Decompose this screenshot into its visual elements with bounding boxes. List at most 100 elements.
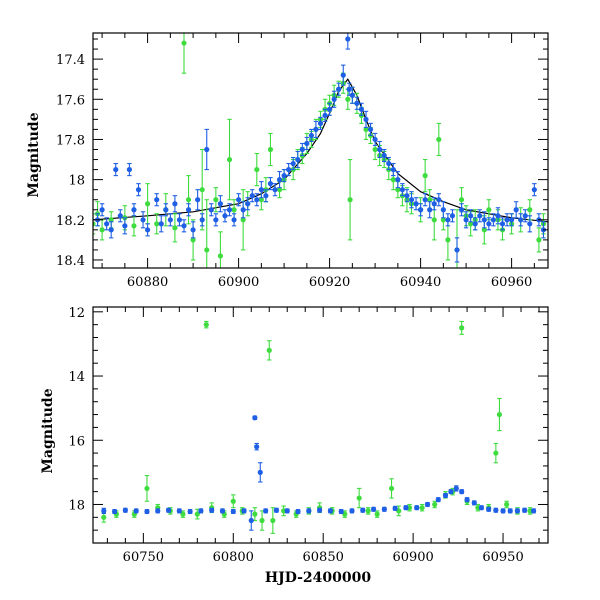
- data-point: [381, 506, 387, 512]
- bottom-xlabel: HJD-2400000: [265, 570, 372, 586]
- data-point: [101, 507, 107, 515]
- data-point: [240, 189, 246, 251]
- data-point: [172, 213, 178, 243]
- data-point: [144, 475, 150, 502]
- axes-frame: [92, 32, 549, 269]
- data-point: [527, 215, 533, 233]
- data-point: [386, 156, 392, 171]
- data-point: [226, 118, 233, 201]
- data-point: [313, 120, 319, 138]
- data-point: [154, 213, 160, 235]
- data-point: [527, 507, 533, 515]
- plot-area: [93, 33, 548, 268]
- data-point: [347, 158, 353, 241]
- data-point: [486, 217, 492, 231]
- data-point: [306, 508, 312, 514]
- y-tick-label: 17.4: [56, 53, 85, 68]
- data-point: [414, 505, 420, 511]
- data-point: [507, 508, 513, 514]
- data-point: [493, 442, 499, 464]
- data-point: [144, 508, 150, 515]
- data-point: [254, 193, 260, 207]
- data-point: [413, 197, 419, 211]
- data-point: [284, 508, 290, 514]
- data-point: [358, 102, 365, 116]
- data-point: [176, 508, 182, 514]
- top-panel: Magnitude 60880 60900 60920 60940 60960 17.4 1…: [26, 32, 549, 290]
- data-point: [374, 510, 380, 518]
- x-tick-label: 60800: [213, 550, 254, 565]
- data-point: [367, 122, 374, 136]
- data-point: [230, 494, 236, 509]
- data-point: [536, 227, 542, 253]
- data-point: [363, 110, 369, 128]
- data-point: [518, 213, 524, 227]
- data-point: [108, 221, 114, 239]
- data-point: [273, 507, 280, 513]
- y-tick-label: 16: [68, 434, 85, 449]
- data-point: [181, 33, 187, 74]
- data-point: [286, 163, 292, 177]
- data-point: [445, 213, 451, 227]
- data-point: [131, 203, 137, 217]
- data-point: [263, 508, 269, 514]
- data-point: [399, 183, 405, 197]
- data-point: [248, 510, 254, 531]
- y-tick-label: 14: [68, 370, 85, 385]
- data-point: [449, 209, 456, 223]
- data-point: [403, 505, 409, 511]
- data-point: [140, 211, 146, 229]
- data-point: [204, 199, 210, 268]
- data-point: [270, 507, 276, 534]
- x-tick-label: 60880: [127, 275, 168, 290]
- y-tick-label: 18.4: [56, 254, 85, 269]
- data-point: [133, 508, 139, 514]
- data-point: [281, 505, 287, 517]
- data-point: [198, 508, 204, 514]
- data-point: [478, 505, 485, 511]
- data-point: [304, 136, 310, 151]
- data-point: [377, 140, 383, 159]
- data-point: [327, 508, 333, 514]
- data-point: [448, 489, 454, 495]
- data-point: [381, 148, 387, 163]
- data-point: [145, 183, 151, 225]
- data-point: [257, 462, 263, 483]
- data-point: [442, 492, 449, 499]
- data-point: [219, 508, 226, 514]
- data-point: [395, 171, 401, 189]
- data-point: [493, 507, 499, 513]
- data-point: [185, 175, 192, 225]
- series-0: [93, 33, 547, 268]
- data-point: [388, 478, 395, 499]
- data-point: [406, 503, 413, 512]
- data-point: [408, 191, 415, 209]
- data-point: [454, 237, 460, 263]
- data-point: [435, 497, 441, 503]
- data-point: [422, 158, 428, 193]
- data-point: [167, 213, 173, 227]
- data-point: [500, 508, 506, 514]
- data-point: [345, 33, 351, 50]
- data-point: [252, 507, 258, 522]
- data-point: [254, 442, 260, 451]
- data-point: [154, 193, 160, 207]
- data-point: [295, 150, 301, 169]
- data-point: [172, 195, 178, 213]
- data-point: [185, 203, 192, 217]
- data-point: [267, 132, 274, 167]
- data-point: [217, 195, 223, 213]
- data-point: [93, 213, 96, 235]
- data-point: [504, 213, 510, 227]
- data-point: [113, 163, 119, 177]
- data-point: [99, 219, 105, 241]
- data-point: [135, 183, 142, 197]
- data-point: [122, 217, 128, 235]
- data-point: [514, 508, 521, 514]
- y-tick-label: 17.8: [56, 133, 85, 148]
- data-point: [360, 507, 366, 513]
- data-point: [317, 116, 324, 130]
- data-point: [230, 508, 236, 515]
- y-tick-label: 18.2: [56, 214, 85, 229]
